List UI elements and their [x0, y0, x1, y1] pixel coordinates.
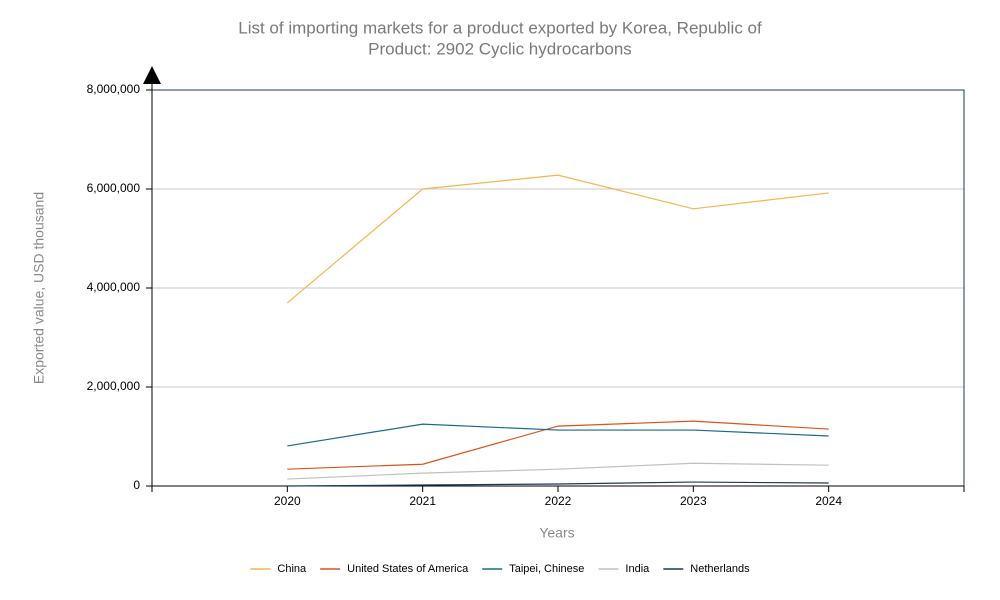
legend-label: United States of America: [347, 563, 469, 575]
legend-item: United States of America: [320, 563, 469, 575]
y-tick-label: 2,000,000: [87, 379, 141, 393]
y-tick-label: 4,000,000: [87, 280, 141, 294]
legend-item: Taipei, Chinese: [482, 563, 584, 575]
legend-label: Netherlands: [690, 563, 750, 575]
series-line: [287, 423, 829, 447]
y-tick-label: 8,000,000: [87, 82, 141, 96]
legend-label: India: [625, 563, 650, 575]
legend-label: Taipei, Chinese: [509, 563, 584, 575]
series-line: [286, 174, 829, 304]
series-line: [287, 462, 829, 480]
legend-item: China: [250, 563, 307, 575]
x-tick-label: 2024: [815, 494, 842, 508]
y-tick-label: 6,000,000: [87, 181, 141, 195]
series-line: [287, 481, 829, 487]
y-tick-label: 0: [133, 478, 140, 492]
x-tick-label: 2023: [680, 494, 707, 508]
series-line: [287, 420, 829, 470]
legend-item: India: [598, 563, 650, 575]
x-tick-label: 2021: [409, 494, 436, 508]
chart-title: List of importing markets for a product …: [238, 18, 762, 37]
legend-item: Netherlands: [663, 563, 750, 575]
x-tick-label: 2020: [274, 494, 301, 508]
legend-label: China: [277, 563, 307, 575]
x-axis-label: Years: [539, 525, 574, 541]
y-axis-arrow: [143, 66, 161, 84]
x-tick-label: 2022: [545, 494, 572, 508]
chart-subtitle: Product: 2902 Cyclic hydrocarbons: [368, 39, 632, 58]
y-axis-label: Exported value, USD thousand: [31, 192, 47, 384]
